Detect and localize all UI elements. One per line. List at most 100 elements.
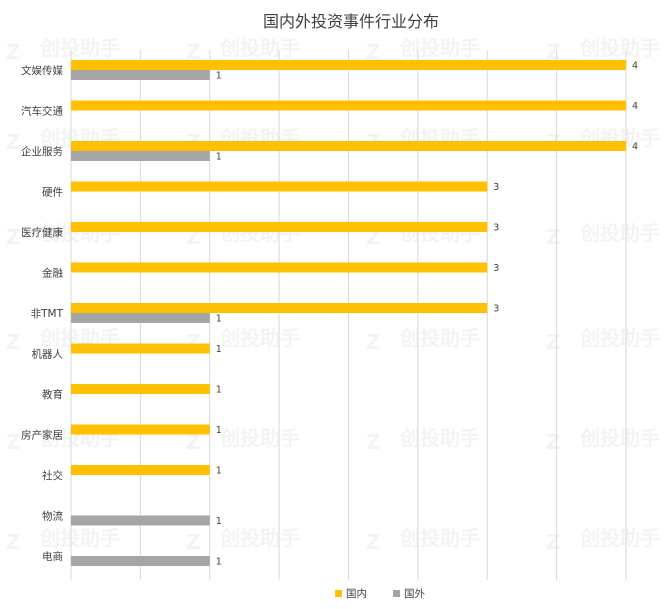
data-label: 4 [632, 142, 638, 153]
bar-domestic [71, 465, 210, 475]
svg-text:创投助手: 创投助手 [399, 426, 480, 450]
svg-text:Z: Z [186, 430, 201, 454]
bar-foreign [71, 515, 210, 526]
bar-domestic [71, 60, 626, 70]
svg-text:Z: Z [366, 40, 381, 64]
legend-item: 国外 [393, 588, 425, 600]
bar-domestic [71, 262, 488, 273]
watermark: Z创投助手 [546, 36, 660, 64]
category-label: 电商 [42, 550, 63, 563]
svg-text:Z: Z [6, 430, 21, 454]
svg-text:Z: Z [6, 130, 21, 154]
watermark: Z 创投助手 [366, 526, 480, 554]
svg-text:Z: Z [546, 430, 561, 454]
data-label: 4 [632, 61, 638, 72]
svg-text:Z: Z [186, 530, 201, 554]
data-label: 1 [216, 516, 222, 527]
svg-text:Z: Z [546, 225, 561, 249]
data-label: 1 [216, 344, 222, 355]
svg-text:创投助手: 创投助手 [579, 36, 660, 60]
svg-text:Z: Z [186, 40, 201, 64]
watermark: Z 创投助手 [186, 526, 300, 554]
bar-domestic [71, 303, 488, 313]
watermark: Z 创投助手 [6, 36, 120, 64]
svg-text:创投助手: 创投助手 [399, 326, 480, 350]
category-label: 社交 [42, 469, 63, 482]
watermark: Z 创投助手 [546, 221, 660, 249]
watermark: Z 创投助手 [546, 326, 660, 354]
watermark: Z创投助手 [186, 326, 300, 354]
category-label: 房产家居 [21, 429, 63, 442]
legend-label: 国内 [346, 587, 367, 600]
watermark: Z 创投助手 [6, 526, 120, 554]
data-label: 1 [216, 314, 222, 325]
watermark: Z 创投助手 [366, 326, 480, 354]
bar-foreign [71, 556, 210, 566]
legend-label: 国外 [404, 588, 425, 600]
watermark: Z创投助手 [366, 426, 480, 454]
data-label: 1 [216, 385, 222, 396]
watermark: Z 创投助手 [546, 526, 660, 554]
svg-text:创投助手: 创投助手 [579, 221, 660, 245]
svg-text:创投助手: 创投助手 [39, 526, 120, 550]
data-label: 4 [632, 101, 638, 112]
category-label: 教育 [42, 388, 63, 401]
data-label: 3 [493, 304, 499, 315]
bar-domestic [71, 424, 210, 435]
legend-swatch [393, 590, 400, 597]
svg-text:创投助手: 创投助手 [219, 526, 300, 550]
data-label: 1 [216, 71, 222, 82]
bar-domestic [71, 384, 210, 394]
category-label: 机器人 [32, 348, 64, 361]
bar-domestic [71, 222, 488, 232]
svg-text:Z: Z [6, 40, 21, 64]
bar-domestic [71, 343, 210, 354]
data-label: 1 [216, 425, 222, 436]
category-label: 物流 [42, 510, 63, 523]
watermark: Z 创投助手 [366, 36, 480, 64]
svg-text:创投助手: 创投助手 [399, 36, 480, 60]
svg-text:Z: Z [366, 330, 381, 354]
category-label: 金融 [42, 267, 63, 280]
bar-foreign [71, 151, 210, 161]
svg-text:Z: Z [366, 530, 381, 554]
svg-text:Z: Z [6, 225, 21, 249]
svg-text:创投助手: 创投助手 [39, 36, 120, 60]
bars [71, 60, 626, 566]
svg-text:创投助手: 创投助手 [399, 526, 480, 550]
svg-text:Z: Z [546, 330, 561, 354]
data-label: 1 [216, 152, 222, 163]
chart-title: 国内外投资事件行业分布 [263, 12, 439, 31]
category-label: 文娱传媒 [21, 64, 63, 77]
svg-text:创投助手: 创投助手 [579, 426, 660, 450]
bar-foreign [71, 70, 210, 80]
watermark: Z 创投助手 [546, 426, 660, 454]
svg-text:Z: Z [6, 530, 21, 554]
category-label: 企业服务 [21, 145, 63, 158]
svg-text:创投助手: 创投助手 [579, 326, 660, 350]
category-label: 医疗健康 [21, 226, 63, 239]
category-label: 非TMT [31, 308, 64, 320]
data-labels: 4 1 4 4 1 3 3 3 3 1 1 1 1 1 1 1 [216, 61, 638, 568]
category-label: 汽车交通 [21, 105, 63, 118]
bar-domestic [71, 181, 488, 192]
legend-swatch [335, 590, 342, 597]
svg-text:创投助手: 创投助手 [579, 526, 660, 550]
gridlines [70, 50, 627, 580]
data-label: 3 [493, 223, 499, 234]
legend-item: 国内 [335, 587, 367, 600]
data-label: 1 [216, 557, 222, 568]
bar-foreign [71, 313, 210, 323]
svg-text:创投助手: 创投助手 [219, 326, 300, 350]
svg-text:Z: Z [6, 330, 21, 354]
svg-text:Z: Z [546, 530, 561, 554]
bar-domestic [71, 141, 626, 151]
watermark: Z创投助手 [186, 36, 300, 64]
data-label: 1 [216, 466, 222, 477]
data-label: 3 [493, 182, 499, 193]
category-label: 硬件 [42, 187, 63, 199]
bar-domestic [71, 100, 626, 111]
watermark-layer: Z 创投助手 Z 创投助手 Z 创投助手 Z 创投助手 Z 创投助手 Z 创投助手 Z 创投助手 Z 创投助手… [6, 36, 660, 554]
